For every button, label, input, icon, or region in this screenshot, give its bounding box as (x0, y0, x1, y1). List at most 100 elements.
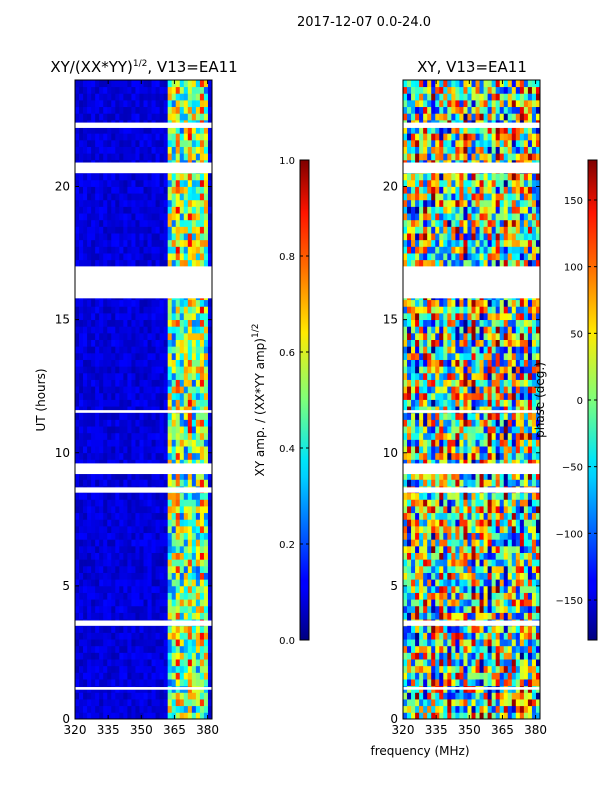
heatmap-cell (83, 113, 88, 121)
heatmap-cell (435, 392, 440, 400)
heatmap-cell (407, 692, 412, 700)
heatmap-cell (187, 446, 193, 454)
heatmap-cell (131, 592, 136, 600)
heatmap-cell (519, 552, 525, 560)
heatmap-cell (83, 632, 88, 640)
heatmap-cell (207, 306, 213, 314)
heatmap-cell (155, 432, 161, 440)
heatmap-cell (91, 206, 96, 214)
heatmap-cell (179, 579, 185, 587)
heatmap-cell (403, 545, 408, 553)
heatmap-cell (207, 86, 213, 94)
heatmap-cell (463, 585, 468, 593)
heatmap-cell (87, 699, 92, 707)
heatmap-cell (127, 605, 132, 613)
heatmap-cell (87, 259, 92, 267)
heatmap-cell (463, 632, 468, 640)
heatmap-cell (195, 692, 201, 700)
heatmap-cell (531, 705, 537, 713)
heatmap-cell (423, 479, 428, 487)
heatmap-cell (195, 625, 201, 633)
heatmap-cell (191, 545, 197, 553)
heatmap-cell (175, 632, 181, 640)
heatmap-cell (111, 246, 116, 254)
heatmap-cell (99, 585, 104, 593)
heatmap-cell (155, 133, 161, 141)
heatmap-cell (75, 99, 80, 108)
heatmap-cell (167, 126, 173, 134)
heatmap-cell (195, 93, 201, 101)
heatmap-cell (151, 632, 156, 640)
heatmap-cell (87, 213, 92, 221)
heatmap-cell (155, 672, 161, 680)
heatmap-cell (139, 139, 144, 147)
heatmap-cell (435, 672, 440, 680)
heatmap-cell (431, 672, 436, 680)
heatmap-cell (203, 585, 209, 593)
heatmap-cell (531, 645, 537, 653)
heatmap-cell (79, 645, 84, 653)
heatmap-cell (111, 352, 116, 360)
heatmap-cell (159, 625, 165, 633)
heatmap-cell (167, 306, 173, 314)
heatmap-cell (195, 332, 201, 340)
heatmap-cell (487, 432, 493, 440)
heatmap-cell (479, 532, 484, 540)
heatmap-cell (103, 459, 108, 467)
heatmap-cell (415, 565, 420, 573)
heatmap-cell (443, 532, 448, 540)
heatmap-cell (79, 299, 84, 307)
heatmap-cell (447, 459, 452, 467)
heatmap-cell (143, 525, 148, 534)
heatmap-cell (475, 559, 480, 567)
heatmap-cell (471, 506, 476, 514)
heatmap-cell (195, 219, 201, 227)
heatmap-cell (83, 552, 88, 560)
heatmap-cell (439, 539, 444, 547)
heatmap-cell (483, 559, 489, 567)
heatmap-cell (503, 599, 509, 607)
heatmap-cell (535, 506, 541, 514)
heatmap-cell (143, 472, 148, 480)
heatmap-cell (487, 679, 493, 687)
heatmap-cell (127, 326, 132, 334)
heatmap-cell (87, 692, 92, 700)
heatmap-cell (451, 552, 456, 560)
heatmap-cell (159, 539, 165, 547)
heatmap-cell (203, 632, 209, 640)
heatmap-cell (99, 645, 104, 653)
heatmap-cell (151, 366, 156, 374)
heatmap-cell (167, 412, 173, 420)
heatmap-cell (115, 679, 120, 687)
heatmap-cell (471, 652, 476, 660)
heatmap-cell (411, 452, 416, 460)
heatmap-cell (99, 233, 104, 241)
heatmap-cell (159, 659, 165, 667)
heatmap-cell (87, 659, 92, 667)
heatmap-cell (195, 359, 201, 367)
heatmap-cell (103, 705, 108, 713)
heatmap-cell (447, 426, 452, 434)
heatmap-cell (411, 659, 416, 667)
heatmap-cell (511, 419, 517, 427)
heatmap-cell (75, 326, 80, 334)
heatmap-cell (167, 559, 173, 567)
heatmap-cell (95, 372, 100, 380)
heatmap-cell (83, 652, 88, 660)
heatmap-cell (79, 306, 84, 314)
heatmap-cell (191, 326, 197, 334)
heatmap-cell (119, 186, 124, 194)
heatmap-cell (467, 525, 472, 534)
heatmap-cell (531, 539, 537, 547)
heatmap-cell (503, 499, 509, 507)
heatmap-cell (531, 632, 537, 640)
heatmap-cell (151, 392, 156, 400)
heatmap-cell (191, 139, 197, 147)
heatmap-cell (127, 665, 132, 673)
heatmap-cell (191, 439, 197, 447)
heatmap-cell (103, 499, 108, 507)
heatmap-cell (407, 399, 412, 407)
heatmap-cell (123, 93, 128, 101)
heatmap-cell (95, 506, 100, 514)
heatmap-cell (459, 592, 464, 600)
